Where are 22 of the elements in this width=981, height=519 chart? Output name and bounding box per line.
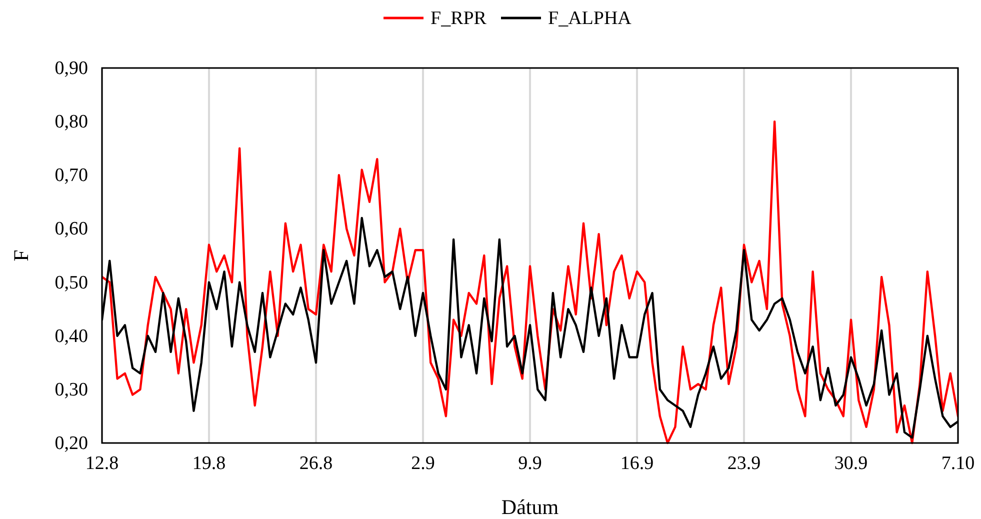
x-tick-label: 16.9: [620, 453, 654, 474]
x-tick-label: 9.9: [518, 453, 542, 474]
legend-label: F_RPR: [430, 8, 487, 29]
x-tick-label: 23.9: [727, 453, 761, 474]
y-tick-label: 0,70: [54, 165, 88, 186]
x-tick-label: 7.10: [941, 453, 975, 474]
y-tick-label: 0,80: [54, 112, 88, 133]
y-tick-label: 0,20: [54, 433, 88, 454]
x-tick-label: 19.8: [192, 453, 226, 474]
legend-label: F_ALPHA: [548, 8, 632, 29]
y-axis-title: F: [9, 250, 33, 262]
x-tick-label: 30.9: [834, 453, 868, 474]
y-tick-label: 0,30: [54, 379, 88, 400]
y-tick-label: 0,90: [54, 58, 88, 79]
x-tick-label: 2.9: [411, 453, 435, 474]
line-series: [102, 120, 958, 444]
y-tick-label: 0,40: [54, 326, 88, 347]
y-tick-label: 0,60: [54, 218, 88, 240]
y-tick-label: 0,50: [54, 272, 88, 294]
x-tick-label: 26.8: [299, 453, 333, 474]
x-axis-title: Dátum: [501, 495, 559, 519]
x-tick-label: 12.8: [85, 453, 119, 474]
